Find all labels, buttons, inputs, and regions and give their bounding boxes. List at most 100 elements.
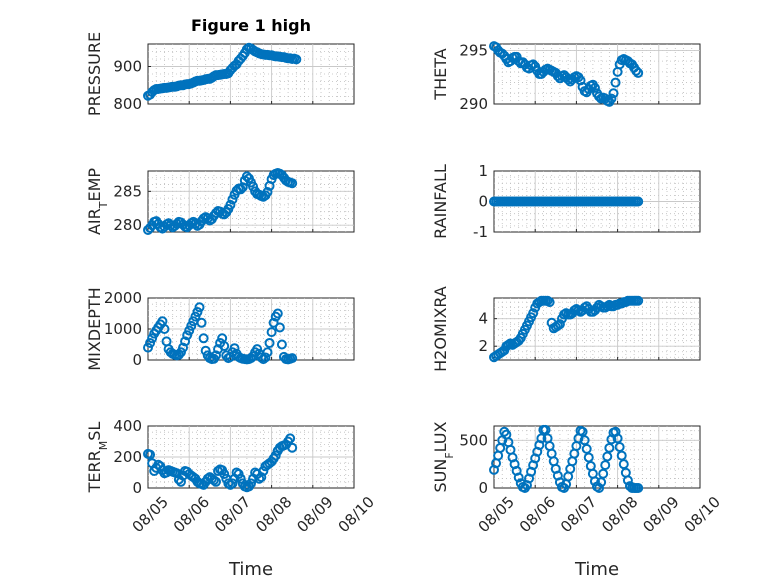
y-tick-label: 0	[132, 351, 142, 369]
data-point	[246, 478, 256, 489]
x-axis-label: Time	[228, 559, 273, 580]
data-point	[598, 468, 609, 479]
data-point	[227, 478, 238, 489]
y-tick-label: 800	[113, 95, 142, 113]
data-point	[175, 476, 186, 487]
x-tick-label: 08/07	[557, 493, 600, 536]
data-point	[608, 88, 619, 99]
data-point	[612, 433, 623, 444]
figure-title: Figure 1 high	[191, 16, 311, 35]
x-tick-label: 08/06	[170, 493, 213, 536]
data-point	[233, 469, 244, 480]
data-point	[633, 67, 644, 78]
data-point	[147, 333, 158, 344]
data-markers	[489, 41, 644, 107]
data-point	[633, 483, 644, 493]
y-axis-label: AIRTEMP	[85, 168, 110, 235]
data-point	[287, 353, 298, 364]
data-point	[262, 347, 273, 358]
data-point	[145, 337, 156, 348]
x-tick-label: 08/10	[681, 493, 724, 536]
data-point	[192, 306, 203, 317]
y-tick-label: 200	[113, 448, 142, 466]
data-point	[604, 442, 615, 453]
subplot-theta: 290 295 THETA	[431, 41, 701, 113]
data-point	[270, 450, 281, 461]
data-point	[583, 452, 594, 463]
data-markers	[489, 295, 644, 363]
data-point	[579, 435, 590, 446]
data-point	[606, 93, 617, 104]
data-point	[190, 311, 201, 322]
data-point	[175, 347, 186, 358]
data-point	[536, 433, 547, 444]
data-point	[200, 345, 211, 356]
x-axis-label: Time	[574, 559, 619, 580]
y-tick-label: 290	[459, 95, 488, 113]
data-point	[235, 184, 246, 195]
data-point	[540, 424, 551, 435]
y-tick-label: 0	[132, 479, 142, 497]
x-tick-label: 08/07	[211, 493, 254, 536]
data-point	[614, 441, 625, 452]
data-point	[180, 336, 191, 347]
data-point	[266, 327, 277, 338]
data-point	[235, 473, 246, 484]
data-point	[544, 297, 555, 308]
data-point	[219, 341, 230, 352]
y-tick-label: 2	[478, 337, 488, 355]
axes-frame	[493, 43, 701, 105]
data-point	[594, 483, 605, 493]
data-point	[210, 476, 221, 487]
y-tick-label: 285	[113, 182, 142, 200]
y-tick-label: 295	[459, 41, 488, 59]
y-tick-label: 0	[478, 479, 488, 497]
y-tick-label: 0	[478, 193, 488, 211]
y-axis-label: RAINFALL	[431, 164, 450, 239]
data-point	[554, 319, 565, 330]
data-point	[513, 472, 524, 483]
x-tick-label: 08/10	[335, 493, 378, 536]
data-point	[563, 74, 574, 85]
data-point	[622, 475, 633, 486]
data-markers	[143, 42, 302, 101]
x-tick-label: 08/06	[516, 493, 559, 536]
data-point	[287, 442, 298, 453]
y-axis-label: MIXDEPTH	[85, 287, 104, 370]
data-point	[268, 317, 279, 328]
data-point	[260, 352, 271, 363]
y-tick-label: 4	[478, 310, 488, 328]
data-point	[186, 320, 197, 331]
data-point	[274, 322, 285, 333]
y-axis-label: TERRMSL	[85, 422, 110, 494]
data-markers	[143, 302, 298, 365]
data-point	[596, 477, 607, 488]
data-point	[210, 350, 221, 361]
data-point	[182, 330, 193, 341]
data-point	[225, 199, 236, 210]
subplot-h2omixra: 2 4 H2OMIXRA	[431, 286, 701, 372]
data-point	[287, 178, 298, 189]
data-point	[589, 82, 600, 93]
x-tick-label: 08/05	[475, 493, 518, 536]
data-point	[616, 450, 627, 461]
data-point	[276, 339, 287, 350]
data-point	[633, 295, 644, 306]
data-point	[178, 342, 189, 353]
data-point	[264, 337, 275, 348]
data-point	[285, 433, 296, 444]
y-axis-label: THETA	[431, 48, 450, 100]
data-point	[581, 443, 592, 454]
data-point	[633, 196, 644, 207]
data-point	[600, 460, 611, 471]
data-point	[618, 459, 629, 470]
data-point	[252, 344, 263, 355]
y-tick-label: 500	[459, 431, 488, 449]
data-point	[256, 472, 267, 483]
data-point	[594, 91, 605, 102]
